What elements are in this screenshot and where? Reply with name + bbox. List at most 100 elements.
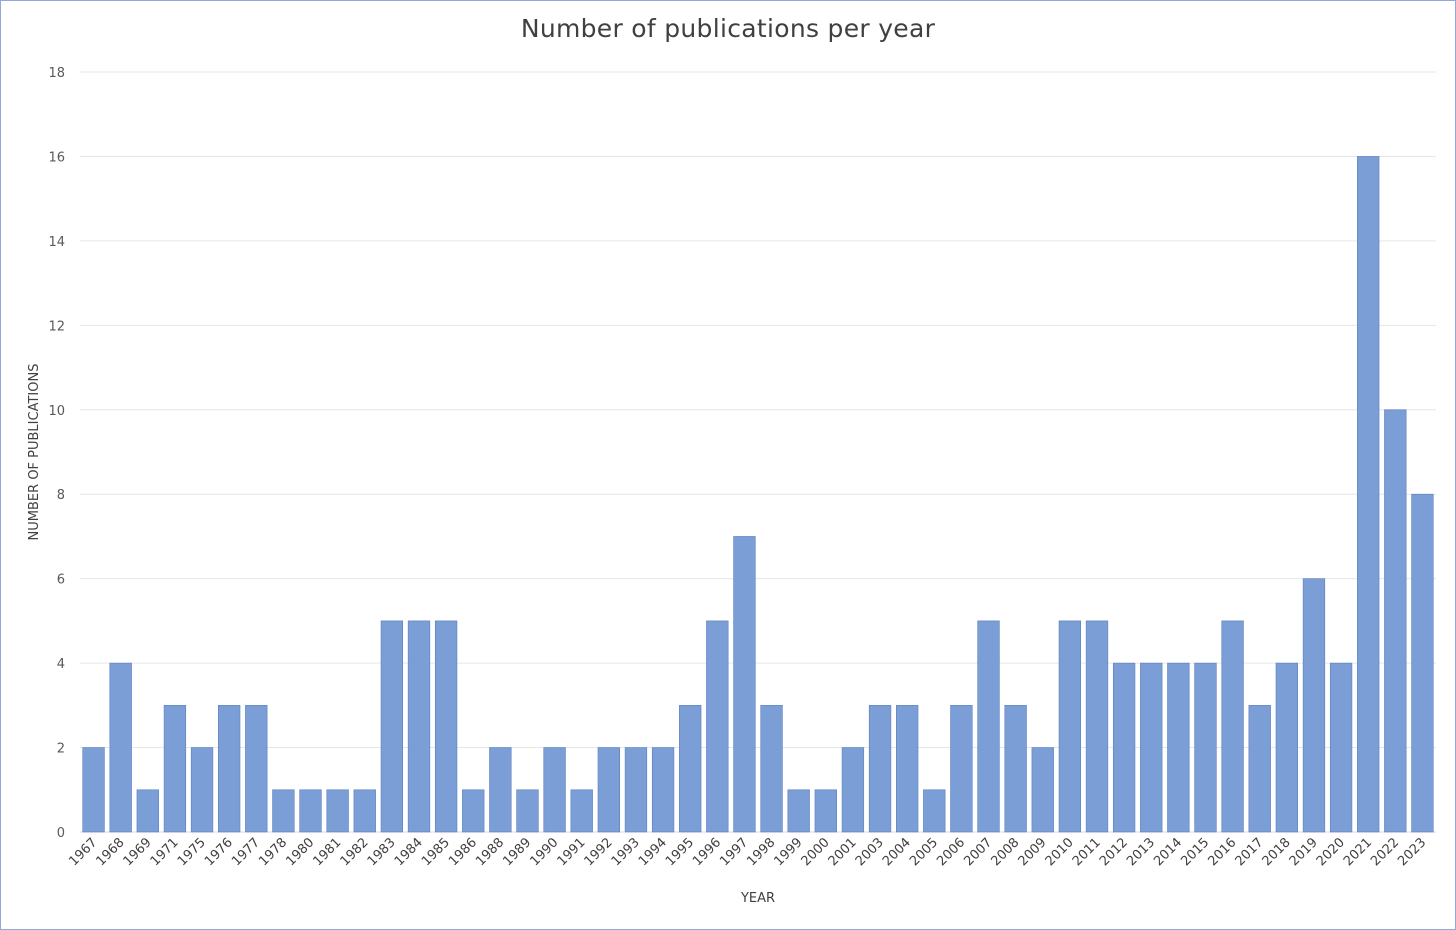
bar-1984	[407, 620, 431, 833]
bar-2012	[1112, 662, 1136, 833]
bar-1969	[136, 789, 159, 833]
bar-1978	[272, 789, 295, 833]
bar-1982	[353, 789, 376, 833]
x-tick-label: 2010	[1043, 835, 1077, 869]
x-tick-label: 1991	[555, 835, 589, 869]
x-tick-label: 2012	[1097, 835, 1131, 869]
bar-2006	[950, 705, 973, 833]
x-tick-labels: 1967196819691971197519761977197819801981…	[66, 835, 1429, 869]
x-tick-label: 2021	[1341, 835, 1375, 869]
bar-1981	[326, 789, 349, 833]
chart-title: Number of publications per year	[520, 14, 936, 43]
bar-1975	[190, 747, 214, 833]
x-tick-label: 1978	[256, 835, 290, 869]
bar-2018	[1275, 662, 1298, 833]
x-tick-label: 1996	[690, 835, 724, 869]
bar-1980	[299, 789, 322, 833]
bar-2005	[923, 789, 946, 833]
x-tick-label: 2007	[961, 835, 995, 869]
x-tick-label: 1993	[609, 835, 643, 869]
x-tick-label: 2006	[934, 835, 968, 869]
y-tick-label: 18	[48, 66, 65, 81]
x-tick-label: 2011	[1070, 835, 1104, 869]
x-tick-label: 1971	[148, 835, 182, 869]
bar-2004	[896, 705, 919, 833]
bar-1992	[597, 747, 620, 833]
bar-2016	[1221, 620, 1244, 833]
bars	[82, 156, 1434, 833]
x-tick-label: 2003	[853, 835, 887, 869]
bar-1996	[706, 620, 729, 833]
bar-2011	[1085, 620, 1109, 833]
bar-1989	[516, 789, 539, 833]
x-tick-label: 1982	[338, 835, 372, 869]
x-tick-label: 1994	[636, 835, 670, 869]
bar-2003	[868, 705, 892, 833]
x-tick-label: 2023	[1395, 835, 1429, 869]
x-tick-label: 2022	[1368, 835, 1402, 869]
x-tick-label: 2019	[1287, 835, 1321, 869]
x-tick-label: 1997	[717, 835, 751, 869]
x-tick-label: 1976	[202, 835, 236, 869]
bar-2001	[841, 747, 865, 833]
x-tick-label: 2020	[1314, 835, 1348, 869]
x-tick-label: 1977	[229, 835, 263, 869]
x-tick-label: 1984	[392, 835, 426, 869]
y-axis-label: NUMBER OF PUBLICATIONS	[27, 364, 42, 541]
bar-1985	[434, 620, 458, 833]
x-tick-label: 1992	[582, 835, 616, 869]
y-tick-label: 8	[57, 488, 65, 503]
bar-2023	[1411, 493, 1434, 833]
x-tick-label: 2008	[988, 835, 1022, 869]
x-tick-label: 2001	[826, 835, 860, 869]
y-tick-label: 4	[57, 657, 65, 672]
bar-1976	[218, 705, 241, 833]
x-tick-label: 1967	[66, 835, 100, 869]
x-tick-label: 1985	[419, 835, 453, 869]
bar-2009	[1031, 747, 1054, 833]
x-tick-label: 1980	[283, 835, 317, 869]
x-tick-label: 1975	[175, 835, 209, 869]
bar-1988	[489, 747, 512, 833]
bar-2020	[1329, 662, 1353, 833]
x-tick-label: 1990	[527, 835, 561, 869]
x-tick-label: 1999	[772, 835, 806, 869]
bar-2007	[977, 620, 1000, 833]
bar-2008	[1004, 705, 1027, 833]
bar-1971	[163, 705, 187, 833]
bar-1994	[651, 747, 675, 833]
bar-2015	[1194, 662, 1217, 833]
x-tick-label: 1998	[744, 835, 778, 869]
bar-1990	[543, 747, 566, 833]
bar-1993	[624, 747, 648, 833]
x-tick-label: 2018	[1260, 835, 1294, 869]
bar-2019	[1302, 578, 1326, 833]
bar-1995	[679, 705, 702, 833]
x-axis-label: YEAR	[740, 891, 775, 906]
x-tick-label: 1995	[663, 835, 697, 869]
bar-1999	[787, 789, 810, 833]
y-tick-label: 6	[57, 573, 65, 588]
x-tick-label: 2015	[1178, 835, 1212, 869]
y-tick-labels: 0 2 4 6 8 10 12 14 16 18	[48, 66, 65, 841]
y-tick-label: 10	[48, 404, 65, 419]
x-tick-label: 2014	[1151, 835, 1185, 869]
bar-1991	[570, 789, 593, 833]
bar-1968	[109, 662, 132, 833]
bar-1977	[245, 705, 268, 833]
x-tick-label: 1986	[446, 835, 480, 869]
bar-2013	[1140, 662, 1163, 833]
bar-1997	[733, 536, 756, 833]
bar-2000	[814, 789, 837, 833]
x-tick-label: 2004	[880, 835, 914, 869]
bar-1998	[760, 705, 783, 833]
y-tick-label: 14	[48, 235, 65, 250]
bar-1983	[380, 620, 404, 833]
x-tick-label: 1968	[94, 835, 128, 869]
x-tick-label: 2013	[1124, 835, 1158, 869]
x-tick-label: 2017	[1233, 835, 1267, 869]
bar-1967	[82, 747, 105, 833]
y-tick-label: 0	[57, 826, 65, 841]
x-tick-label: 1988	[473, 835, 507, 869]
